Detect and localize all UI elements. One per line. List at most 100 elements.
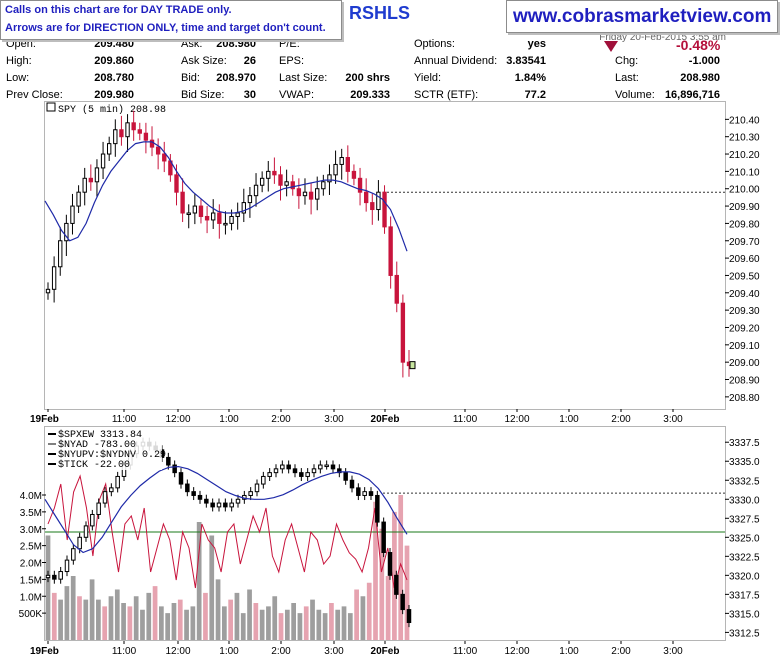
spxew-candle: [102, 491, 108, 504]
spxew-candle: [324, 464, 329, 468]
site-banner[interactable]: www.cobrasmarketview.com: [506, 0, 778, 33]
change-label: Chg:: [615, 55, 639, 67]
volume-bar: [272, 596, 278, 640]
ask-size-label: Ask Size:: [181, 55, 227, 67]
x-tick-label: 20Feb: [371, 414, 400, 425]
x-tick-label: 11:00: [453, 414, 478, 425]
volume-bar: [159, 606, 164, 640]
spxew-candle: [267, 472, 272, 477]
y-tick-label: 3320.0: [729, 571, 760, 582]
volume-bar: [121, 603, 126, 640]
spxew-candle: [115, 475, 120, 489]
spy-candle: [247, 195, 253, 204]
indicator-legend-label: $TICK -22.00: [58, 459, 130, 471]
spxew-candle: [191, 491, 196, 496]
volume-bar: [89, 579, 95, 640]
prev-close-value: 209.980: [94, 89, 134, 101]
volume-bar: [379, 528, 385, 640]
spy-candle: [290, 181, 295, 190]
volume-bar: [102, 606, 108, 640]
spxew-moving-average-line: [44, 465, 408, 554]
spy-candle: [296, 188, 302, 197]
spy-candle: [357, 177, 363, 193]
x-tick-label: 1:00: [559, 646, 579, 657]
spy-candle: [266, 170, 271, 179]
last-value: 208.980: [680, 72, 720, 84]
volume-bar: [177, 599, 183, 640]
bid-size-label: Bid Size:: [181, 89, 225, 101]
volume-bar: [171, 603, 177, 640]
eps-label: EPS:: [279, 55, 305, 67]
x-tick-label: 12:00: [504, 646, 529, 657]
volume-tick-label: 4.0M: [20, 491, 42, 502]
spy-candle: [284, 181, 289, 186]
spxew-candle: [356, 487, 361, 496]
spxew-candle: [178, 472, 184, 485]
site-url-link[interactable]: www.cobrasmarketview.com: [513, 6, 772, 27]
spy-candle: [70, 205, 75, 224]
volume-bar: [83, 599, 89, 640]
volume-bar: [247, 589, 252, 640]
spy-candle: [376, 191, 381, 211]
spxew-candle: [45, 574, 51, 579]
spy-candle: [253, 184, 259, 197]
sctr-label: SCTR (ETF):: [414, 89, 479, 101]
spy-candle: [76, 191, 81, 207]
spxew-candle: [64, 559, 70, 573]
spy-candle: [333, 163, 338, 176]
y-tick-label: 210.40: [729, 115, 760, 126]
spy-candle: [400, 302, 406, 363]
ask-value: 208.980: [216, 38, 256, 50]
volume-tick-label: 2.5M: [20, 542, 42, 553]
spy-candle: [211, 212, 216, 221]
x-tick-label: 12:00: [504, 414, 529, 425]
nyupv-nydnv-ratio-line: [47, 474, 408, 589]
spy-candle: [162, 153, 167, 162]
spxew-candle: [273, 468, 279, 474]
spxew-candle: [280, 464, 285, 470]
spy-candle: [204, 215, 210, 221]
y-tick-label: 3330.0: [729, 495, 760, 506]
volume-bar: [108, 596, 114, 640]
y-tick-label: 3312.5: [729, 628, 760, 639]
spxew-candle: [210, 502, 215, 508]
spxew-candle: [254, 483, 260, 493]
spxew-candle: [229, 502, 234, 508]
spy-candle: [302, 191, 308, 197]
x-tick-label: 11:00: [112, 414, 137, 425]
volume-tick-label: 3.5M: [20, 508, 42, 519]
volume-bar: [291, 603, 296, 640]
volume-bar: [385, 576, 391, 640]
volume-bar: [45, 535, 51, 640]
spy-candle: [149, 139, 155, 148]
open-label: Open:: [6, 38, 36, 50]
spxew-candle: [248, 491, 253, 496]
volume-tick-label: 2.0M: [20, 559, 42, 570]
spy-candle: [259, 177, 265, 186]
legend-candle-icon: [46, 102, 56, 112]
y-tick-label: 3325.0: [729, 533, 760, 544]
volume-tick-label: 1.0M: [20, 592, 42, 603]
spxew-candle: [83, 525, 89, 538]
options-label: Options:: [414, 38, 455, 50]
spy-candle: [382, 191, 387, 228]
volume-bar: [322, 613, 328, 640]
spy-candle: [125, 122, 130, 138]
volume-bar: [354, 589, 359, 640]
spy-candle: [345, 157, 350, 172]
change-value: -1.000: [688, 55, 720, 67]
volume-bar: [58, 599, 63, 640]
volume-bar: [398, 495, 404, 640]
x-tick-label: 2:00: [611, 646, 631, 657]
spy-candle: [88, 177, 94, 183]
x-tick-label: 3:00: [324, 414, 344, 425]
spxew-candle: [52, 574, 57, 580]
options-value: yes: [527, 38, 546, 50]
spxew-candle: [375, 494, 380, 523]
x-tick-label: 1:00: [219, 414, 239, 425]
spy-candle: [137, 129, 142, 134]
x-tick-label: 1:00: [559, 414, 579, 425]
spxew-candle: [223, 502, 228, 508]
volume-bar: [234, 592, 240, 640]
